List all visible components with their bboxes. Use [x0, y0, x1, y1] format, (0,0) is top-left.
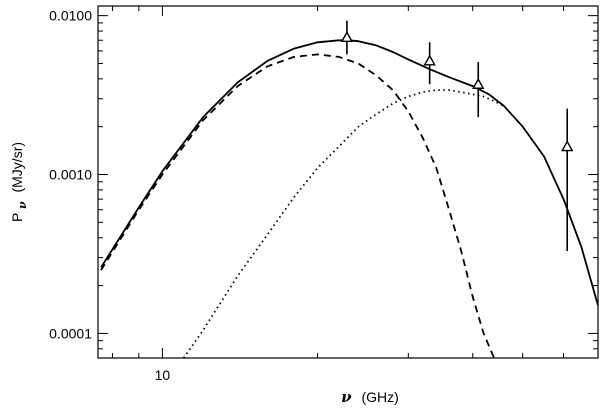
y-axis-subscript: ν [16, 201, 29, 209]
x-tick-labels: 10 [155, 367, 171, 383]
data-point-triangle [472, 77, 485, 89]
minor-ticks [98, 6, 599, 359]
y-tick-label: 0.0010 [49, 167, 92, 183]
y-tick-label: 0.0100 [49, 8, 92, 24]
series-line-solid [100, 39, 598, 306]
x-axis-label: ν (GHz) [341, 388, 399, 406]
series-line-dotted [182, 89, 505, 358]
data-point-triangle [561, 140, 574, 152]
y-tick-labels: 0.0001 0.0010 0.0100 [49, 8, 92, 342]
x-tick-label: 10 [155, 367, 171, 383]
data-points [340, 20, 574, 252]
x-axis-unit: (GHz) [361, 389, 398, 405]
data-point-triangle [340, 30, 354, 43]
data-point-triangle [423, 54, 436, 66]
y-axis-unit: (MJy/sr) [9, 142, 25, 193]
x-axis-symbol: ν [341, 388, 352, 406]
y-axis-label: P ν (MJy/sr) [9, 142, 29, 222]
series-line-dashed [100, 53, 495, 358]
plot-frame [97, 5, 599, 359]
y-tick-label: 0.0001 [49, 325, 92, 341]
y-axis-symbol: P [9, 213, 25, 222]
series-lines [100, 39, 598, 358]
